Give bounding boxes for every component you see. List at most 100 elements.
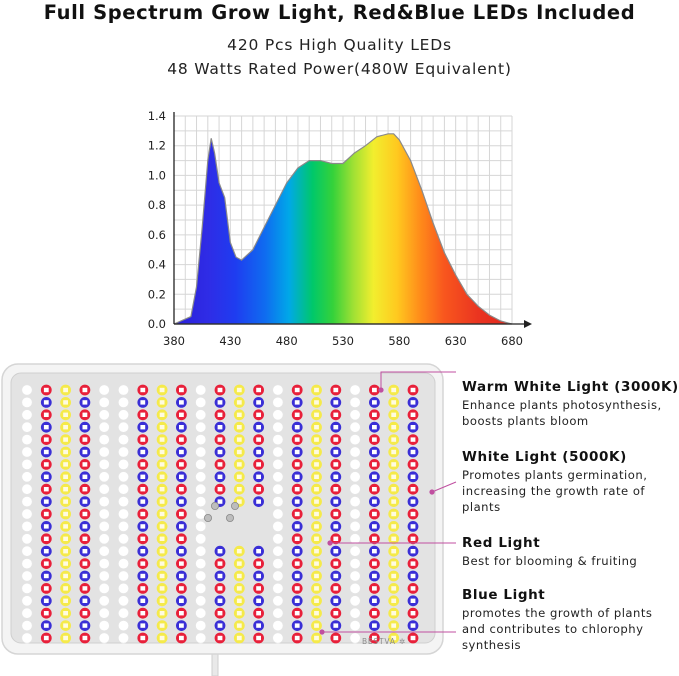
led-chip bbox=[179, 524, 184, 529]
white-led bbox=[118, 520, 130, 532]
led-chip bbox=[43, 561, 49, 566]
led-chip bbox=[372, 412, 377, 417]
white-led bbox=[21, 545, 33, 557]
white-led bbox=[349, 595, 361, 607]
white-led bbox=[195, 396, 207, 408]
white-led bbox=[349, 620, 361, 632]
led-chip bbox=[294, 561, 300, 566]
white-led bbox=[272, 409, 284, 421]
white-led bbox=[118, 409, 130, 421]
led-chip bbox=[410, 474, 416, 479]
led-chip bbox=[82, 437, 88, 442]
led-chip bbox=[333, 573, 339, 579]
led-chip bbox=[410, 400, 416, 405]
screw bbox=[230, 501, 239, 510]
led-chip bbox=[372, 474, 377, 479]
led-chip bbox=[410, 611, 416, 616]
led-chip bbox=[294, 635, 300, 641]
led-chip bbox=[314, 524, 319, 529]
white-led bbox=[21, 483, 33, 495]
led-chip bbox=[391, 598, 397, 603]
led-chip bbox=[410, 462, 416, 467]
white-led bbox=[195, 520, 207, 532]
led-chip bbox=[217, 387, 223, 393]
white-led bbox=[21, 496, 33, 508]
led-chip bbox=[140, 474, 146, 479]
led-chip bbox=[217, 425, 223, 430]
white-led bbox=[272, 607, 284, 619]
led-chip bbox=[82, 524, 88, 529]
led-chip bbox=[82, 449, 88, 455]
white-led bbox=[349, 545, 361, 557]
white-led bbox=[118, 496, 130, 508]
led-chip bbox=[391, 474, 397, 479]
led-chip bbox=[159, 474, 165, 479]
white-led bbox=[98, 496, 110, 508]
led-chip bbox=[236, 387, 242, 393]
led-chip bbox=[314, 561, 319, 566]
white-led bbox=[272, 582, 284, 594]
screw bbox=[210, 501, 219, 510]
led-chip bbox=[391, 412, 397, 417]
led-chip bbox=[179, 425, 184, 430]
led-chip bbox=[217, 611, 223, 616]
callout-desc: Best for blooming & fruiting bbox=[462, 554, 638, 568]
led-chip bbox=[140, 412, 146, 417]
led-chip bbox=[140, 561, 146, 566]
x-axis-arrow bbox=[524, 320, 532, 328]
white-led bbox=[195, 545, 207, 557]
power-line: 48 Watts Rated Power(480W Equivalent) bbox=[167, 60, 512, 78]
white-led bbox=[272, 384, 284, 396]
led-chip bbox=[63, 511, 68, 517]
white-led bbox=[98, 620, 110, 632]
led-chip bbox=[179, 400, 184, 405]
led-chip bbox=[179, 536, 184, 541]
led-chip bbox=[43, 635, 49, 641]
led-chip bbox=[63, 412, 68, 417]
led-chip bbox=[372, 598, 377, 603]
led-chip bbox=[236, 412, 242, 417]
led-chip bbox=[372, 387, 377, 393]
led-chip bbox=[372, 499, 377, 504]
led-chip bbox=[82, 425, 88, 430]
led-chip bbox=[179, 598, 184, 603]
led-chip bbox=[391, 524, 397, 529]
led-chip bbox=[82, 487, 88, 492]
white-led bbox=[195, 483, 207, 495]
white-led bbox=[272, 595, 284, 607]
led-chip bbox=[63, 611, 68, 616]
led-chip bbox=[333, 611, 339, 616]
led-chip bbox=[294, 611, 300, 616]
white-led bbox=[21, 558, 33, 570]
white-led bbox=[195, 595, 207, 607]
white-led bbox=[21, 421, 33, 433]
led-chip bbox=[159, 400, 165, 405]
white-led bbox=[21, 632, 33, 644]
led-chip bbox=[63, 387, 68, 393]
y-tick-label: 0.4 bbox=[148, 258, 166, 272]
led-chip bbox=[63, 474, 68, 479]
led-chip bbox=[179, 561, 184, 566]
white-led bbox=[118, 446, 130, 458]
white-led bbox=[272, 545, 284, 557]
led-chip bbox=[236, 573, 242, 579]
led-chip bbox=[372, 511, 377, 517]
callout-title: Blue Light bbox=[462, 587, 546, 603]
y-tick-label: 1.2 bbox=[148, 139, 166, 153]
callout-title: White Light (5000K) bbox=[462, 449, 627, 465]
led-chip bbox=[314, 462, 319, 467]
white-led bbox=[98, 570, 110, 582]
x-tick-label: 530 bbox=[332, 334, 354, 348]
led-chip bbox=[410, 586, 416, 591]
led-chip bbox=[217, 474, 223, 479]
led-chip bbox=[179, 511, 184, 517]
white-led bbox=[21, 458, 33, 470]
white-led bbox=[21, 471, 33, 483]
led-chip bbox=[372, 487, 377, 492]
white-led bbox=[118, 483, 130, 495]
callout-desc: Promotes plants germination, increasing t… bbox=[462, 468, 648, 514]
page-title: Full Spectrum Grow Light, Red&Blue LEDs … bbox=[43, 1, 636, 24]
led-chip bbox=[140, 586, 146, 591]
led-chip bbox=[391, 549, 397, 554]
led-chip bbox=[43, 511, 49, 517]
